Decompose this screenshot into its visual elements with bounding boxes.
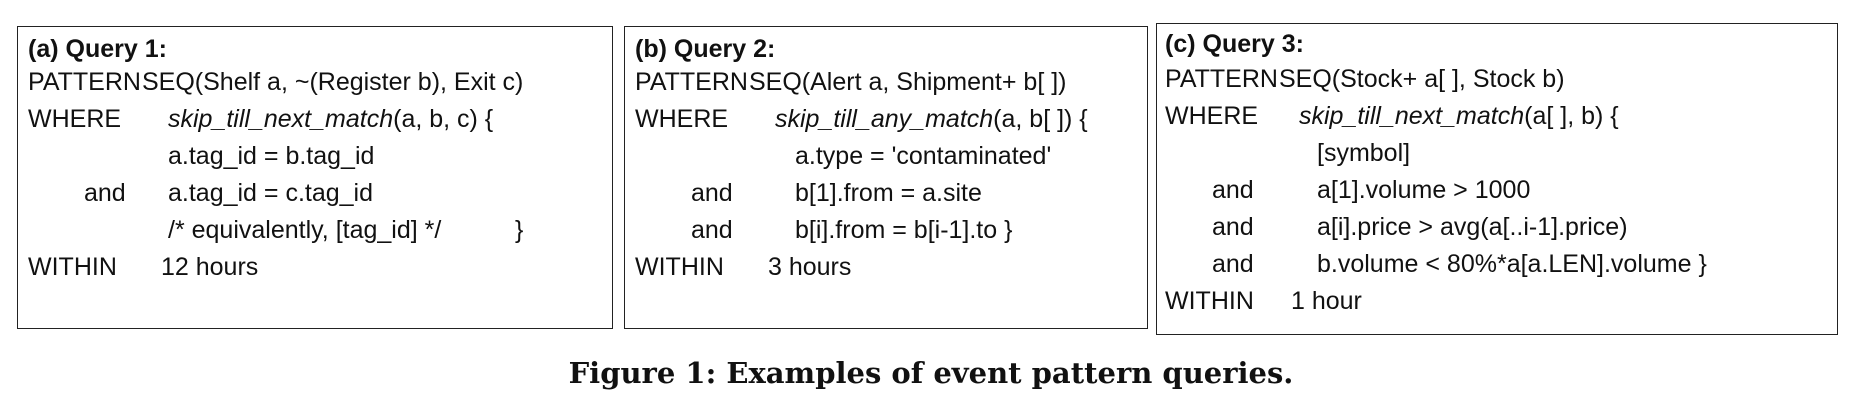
query-1-within-keyword: WITHIN bbox=[28, 253, 117, 281]
query-2-pattern-keyword: PATTERN bbox=[635, 68, 748, 96]
query-2-title: (b) Query 2: bbox=[635, 35, 776, 63]
query-2-and-keyword-1: and bbox=[691, 179, 733, 207]
query-3-where-keyword: WHERE bbox=[1165, 102, 1259, 130]
query-1-close-brace: } bbox=[515, 216, 524, 244]
query-3-condition-2: a[1].volume > 1000 bbox=[1317, 176, 1531, 204]
query-2-condition-1: a.type = 'contaminated' bbox=[795, 142, 1052, 170]
query-1-panel: (a) Query 1: PATTERN SEQ(Shelf a, ~(Regi… bbox=[17, 26, 613, 329]
query-1-within-value: 12 hours bbox=[161, 253, 259, 281]
query-1-title: (a) Query 1: bbox=[28, 35, 167, 63]
query-3-within-value: 1 hour bbox=[1291, 287, 1362, 315]
query-2-pattern-expression: SEQ(Alert a, Shipment+ b[ ]) bbox=[749, 68, 1067, 96]
figure-caption: Figure 1: Examples of event pattern quer… bbox=[568, 356, 1294, 390]
query-1-and-keyword: and bbox=[84, 179, 126, 207]
query-3-within-keyword: WITHIN bbox=[1165, 287, 1254, 315]
query-3-pattern-expression: SEQ(Stock+ a[ ], Stock b) bbox=[1279, 65, 1565, 93]
query-2-panel: (b) Query 2: PATTERN SEQ(Alert a, Shipme… bbox=[624, 26, 1148, 329]
query-3-strategy: skip_till_next_match bbox=[1299, 102, 1525, 130]
query-1-pattern-expression: SEQ(Shelf a, ~(Register b), Exit c) bbox=[142, 68, 524, 96]
query-1-condition-1: a.tag_id = b.tag_id bbox=[168, 142, 375, 170]
query-3-and-keyword-1: and bbox=[1212, 176, 1254, 204]
query-1-where-keyword: WHERE bbox=[28, 105, 122, 133]
query-3-and-keyword-3: and bbox=[1212, 250, 1254, 278]
query-3-condition-3: a[i].price > avg(a[..i-1].price) bbox=[1317, 213, 1628, 241]
query-1-pattern-keyword: PATTERN bbox=[28, 68, 141, 96]
query-2-where-clause: skip_till_any_match(a, b[ ]) { bbox=[775, 104, 1088, 134]
query-3-pattern-keyword: PATTERN bbox=[1165, 65, 1278, 93]
query-2-and-keyword-2: and bbox=[691, 216, 733, 244]
query-1-condition-2: a.tag_id = c.tag_id bbox=[168, 179, 374, 207]
query-3-and-keyword-2: and bbox=[1212, 213, 1254, 241]
query-3-title: (c) Query 3: bbox=[1165, 30, 1304, 58]
query-2-where-keyword: WHERE bbox=[635, 105, 729, 133]
query-3-where-clause: skip_till_next_match(a[ ], b) { bbox=[1299, 101, 1619, 131]
query-2-within-value: 3 hours bbox=[768, 253, 852, 281]
query-2-within-keyword: WITHIN bbox=[635, 253, 724, 281]
query-3-panel: (c) Query 3: PATTERN SEQ(Stock+ a[ ], St… bbox=[1156, 23, 1838, 335]
query-2-condition-2: b[1].from = a.site bbox=[795, 179, 982, 207]
query-2-condition-3: b[i].from = b[i-1].to } bbox=[795, 216, 1013, 244]
query-1-where-clause: skip_till_next_match(a, b, c) { bbox=[168, 104, 493, 134]
query-1-strategy: skip_till_next_match bbox=[168, 105, 394, 133]
query-3-condition-1: [symbol] bbox=[1317, 139, 1411, 167]
query-1-condition-comment: /* equivalently, [tag_id] */ bbox=[168, 216, 442, 244]
query-2-strategy: skip_till_any_match bbox=[775, 105, 994, 133]
query-3-condition-4: b.volume < 80%*a[a.LEN].volume } bbox=[1317, 250, 1707, 278]
query-1-where-args: (a, b, c) { bbox=[393, 105, 494, 133]
query-2-where-args: (a, b[ ]) { bbox=[993, 105, 1088, 133]
query-3-where-args: (a[ ], b) { bbox=[1524, 102, 1619, 130]
